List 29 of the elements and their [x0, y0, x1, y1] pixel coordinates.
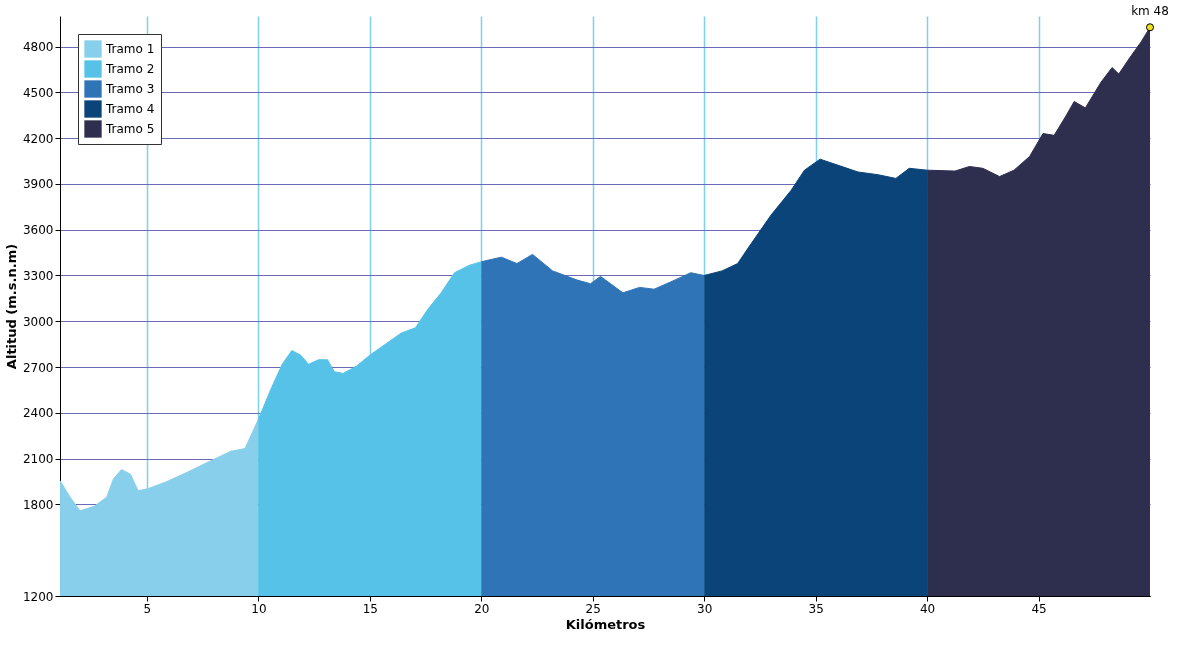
y-tick-label: 1200 — [22, 589, 54, 604]
x-tick-label: 10 — [251, 601, 267, 616]
y-tick-label: 2100 — [22, 452, 54, 467]
y-tick-label: 2400 — [22, 406, 54, 421]
x-tick-label: 25 — [585, 601, 601, 616]
legend-label: Tramo 4 — [105, 102, 155, 116]
y-tick-label: 3600 — [22, 223, 54, 238]
y-tick-label: 4800 — [22, 40, 54, 55]
x-tick-label: 40 — [919, 601, 936, 616]
legend-label: Tramo 5 — [105, 122, 155, 136]
legend-label: Tramo 1 — [105, 42, 155, 56]
x-tick-label: 15 — [362, 601, 378, 616]
x-tick-label: 35 — [808, 601, 824, 616]
y-axis-title: Altitud (m.s.n.m) — [3, 243, 19, 370]
legend-label: Tramo 2 — [105, 62, 155, 76]
y-tick-label: 3300 — [22, 268, 54, 283]
y-tick-label: 4200 — [22, 131, 54, 146]
legend-label: Tramo 3 — [105, 82, 155, 96]
y-tick-label: 1800 — [22, 497, 54, 512]
y-tick-label: 4500 — [22, 85, 54, 100]
x-tick-label: 20 — [474, 601, 490, 616]
x-tick-label: 45 — [1031, 601, 1047, 616]
annotation: km 48 — [1131, 4, 1169, 19]
x-tick-label: 5 — [143, 601, 152, 616]
x-axis-title: Kilómetros — [565, 616, 646, 632]
y-tick-label: 3900 — [22, 177, 54, 192]
x-tick-label: 30 — [697, 601, 713, 616]
y-tick-label: 3000 — [22, 314, 54, 329]
y-tick-label: 2700 — [22, 360, 54, 375]
